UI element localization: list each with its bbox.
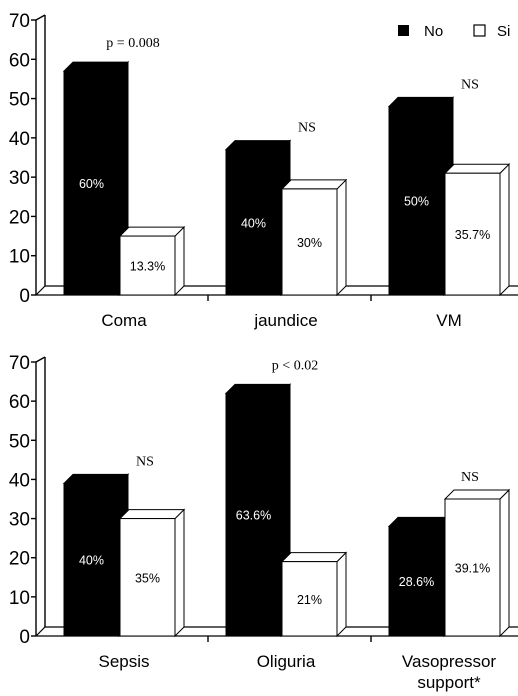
y-tick-label: 60 bbox=[9, 50, 30, 71]
legend-swatch-si bbox=[473, 24, 486, 37]
bar-no bbox=[63, 70, 120, 296]
legend: No Si bbox=[398, 23, 510, 40]
significance-annotation: NS bbox=[136, 454, 154, 469]
legend-swatch-no bbox=[398, 25, 409, 36]
y-tick-label: 40 bbox=[9, 470, 30, 491]
bar-value-label: 39.1% bbox=[455, 562, 490, 576]
bar-top-si bbox=[118, 226, 186, 237]
y-tick-label: 10 bbox=[9, 247, 30, 268]
y-axis-depth-line bbox=[35, 14, 46, 21]
bar-value-label: 21% bbox=[297, 593, 322, 607]
bar-no bbox=[225, 149, 282, 296]
bar-si bbox=[119, 235, 176, 296]
bar-value-label: 40% bbox=[241, 216, 266, 230]
x-category-label: Coma bbox=[101, 311, 147, 330]
bar-side-si bbox=[499, 488, 510, 638]
y-tick-label: 50 bbox=[9, 90, 30, 111]
x-category-label-line2: support* bbox=[417, 673, 481, 692]
bar-value-label: 28.6% bbox=[399, 575, 434, 589]
bar-top-no bbox=[224, 383, 292, 394]
bar-value-label: 30% bbox=[297, 236, 322, 250]
bar-si bbox=[281, 188, 338, 296]
significance-annotation: NS bbox=[461, 470, 479, 485]
bar-value-label: 50% bbox=[404, 195, 429, 209]
bar-si bbox=[119, 518, 176, 637]
significance-annotation: NS bbox=[298, 121, 316, 136]
x-category-label: Vasopressor bbox=[402, 652, 497, 671]
floor-side-line bbox=[35, 285, 46, 296]
bar-si bbox=[281, 561, 338, 637]
y-tick-label: 0 bbox=[19, 627, 30, 648]
bar-top-no bbox=[62, 61, 130, 72]
bar-top-no bbox=[62, 473, 130, 484]
x-category-label: jaundice bbox=[253, 311, 317, 330]
bar-si bbox=[444, 172, 501, 296]
y-tick-label: 30 bbox=[9, 168, 30, 189]
bar-top-no bbox=[387, 516, 455, 527]
legend-label-no: No bbox=[424, 23, 443, 40]
bar-side-si bbox=[174, 508, 185, 638]
bar-side-si bbox=[336, 178, 347, 297]
bar-no bbox=[388, 105, 445, 296]
bar-no bbox=[225, 392, 282, 637]
y-tick-label: 40 bbox=[9, 129, 30, 150]
chart-panel-bottom: 0 10 20 30 40 50 60 70 40% 35% NS Sepsis 63.6% 21% p <… bbox=[9, 353, 518, 692]
bar-top-si bbox=[443, 489, 511, 500]
y-tick-label: 60 bbox=[9, 392, 30, 413]
bar-top-si bbox=[118, 509, 186, 520]
y-tick-label: 50 bbox=[9, 431, 30, 452]
bar-side-si bbox=[336, 551, 347, 638]
x-category-label: Oliguria bbox=[257, 652, 316, 671]
bar-value-label: 60% bbox=[79, 177, 104, 191]
bar-side-si bbox=[499, 163, 510, 297]
y-tick-label: 0 bbox=[19, 286, 30, 307]
bar-top-si bbox=[280, 179, 348, 190]
bar-value-label: 63.6% bbox=[236, 509, 271, 523]
bar-top-si bbox=[443, 163, 511, 174]
x-category-label: VM bbox=[436, 311, 462, 330]
bar-top-no bbox=[224, 140, 292, 151]
bar-no bbox=[63, 482, 120, 637]
y-tick-label: 70 bbox=[9, 11, 30, 32]
bar-top-si bbox=[280, 552, 348, 563]
bar-side-si bbox=[174, 225, 185, 297]
significance-annotation: p = 0.008 bbox=[106, 36, 159, 51]
x-category-label: Sepsis bbox=[98, 652, 149, 671]
bar-top-no bbox=[387, 96, 455, 107]
y-axis-depth-line bbox=[35, 356, 46, 363]
bar-value-label: 35% bbox=[135, 571, 160, 585]
y-tick-label: 30 bbox=[9, 510, 30, 531]
y-tick-label: 70 bbox=[9, 353, 30, 374]
y-tick-label: 10 bbox=[9, 588, 30, 609]
floor-side-line bbox=[35, 626, 46, 637]
bar-value-label: 40% bbox=[79, 554, 104, 568]
legend-label-si: Si bbox=[497, 23, 510, 40]
significance-annotation: p < 0.02 bbox=[272, 358, 318, 373]
y-tick-label: 20 bbox=[9, 549, 30, 570]
bar-si bbox=[444, 498, 501, 637]
y-tick-label: 20 bbox=[9, 207, 30, 228]
bar-value-label: 35.7% bbox=[455, 228, 490, 242]
bar-value-label: 13.3% bbox=[130, 260, 165, 274]
significance-annotation: NS bbox=[461, 77, 479, 92]
chart-panel-top: 0 10 20 30 40 50 60 70 60% 13.3% p = 0.008 Coma 40% 3… bbox=[9, 11, 518, 330]
bar-no bbox=[388, 525, 445, 637]
